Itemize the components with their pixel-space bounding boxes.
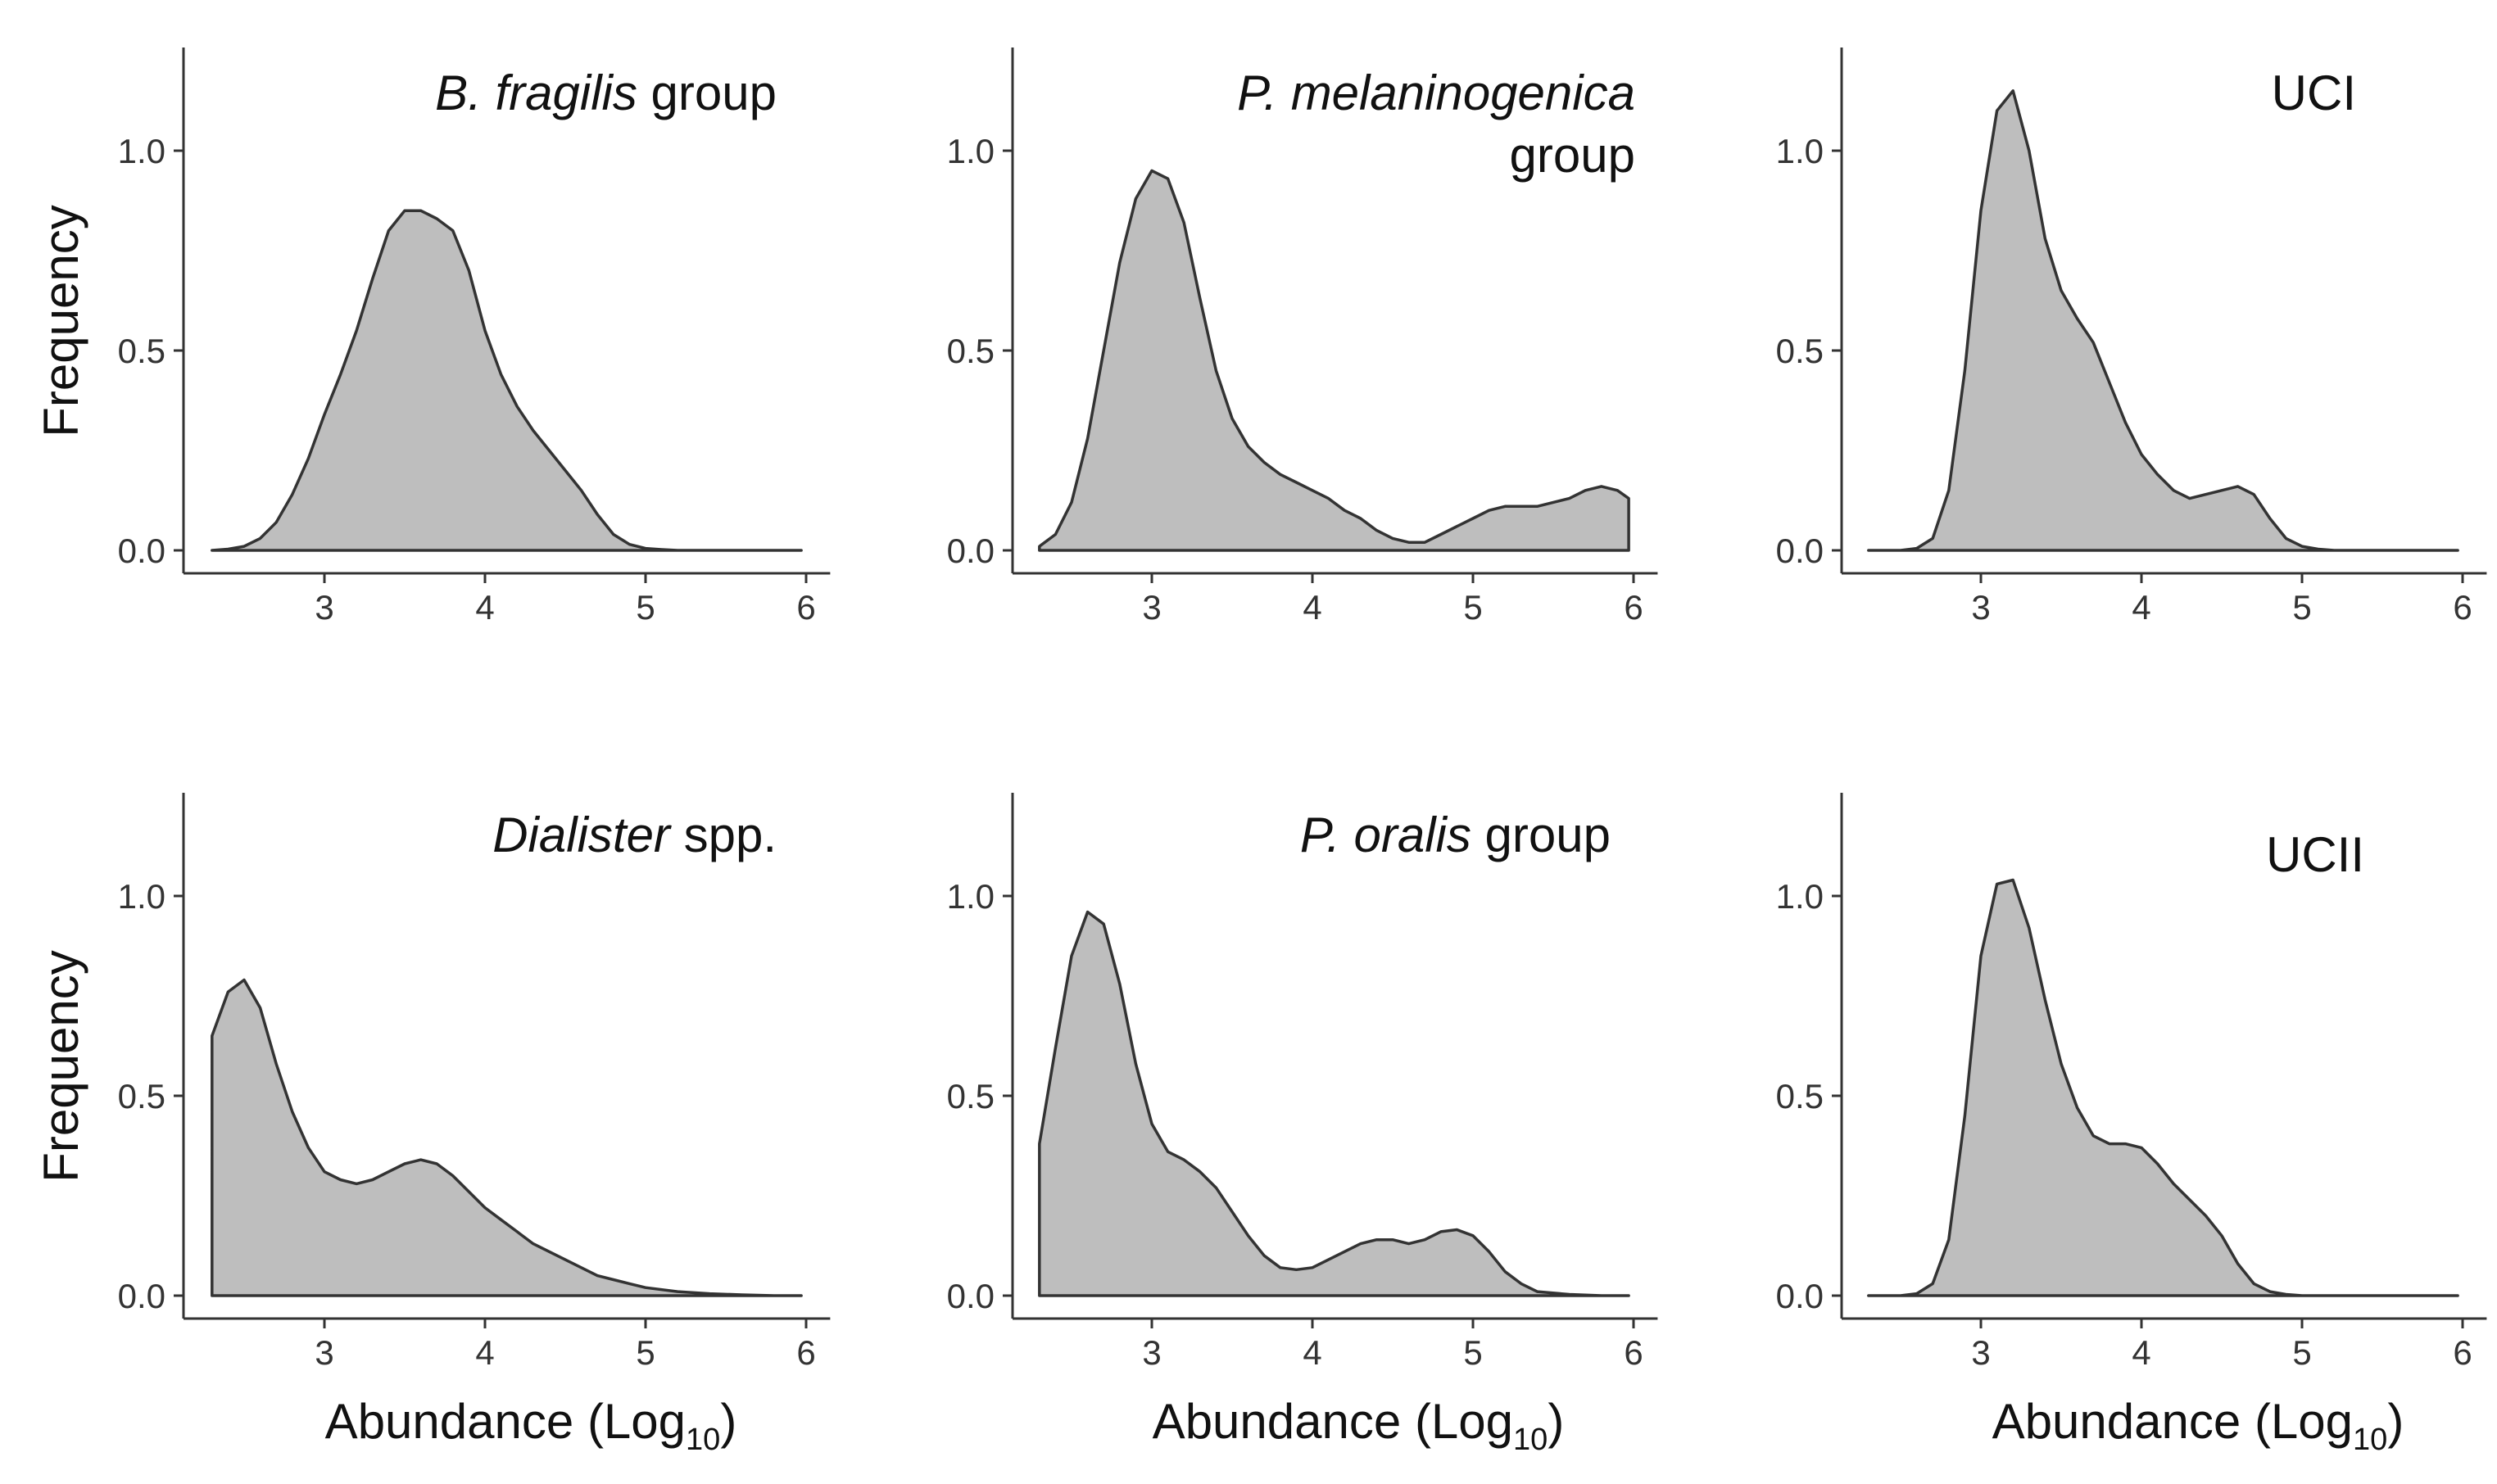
panel-title: B. fragilis group bbox=[435, 66, 777, 120]
y-tick-label: 0.0 bbox=[947, 532, 995, 570]
panels-layer: 0.0 0.5 1.0 3 4 5 6 B. fragilis group 0.0 0.5 1.0 3… bbox=[118, 48, 2487, 1372]
x-tick-label: 5 bbox=[2292, 1333, 2311, 1372]
x-tick-label: 3 bbox=[1142, 588, 1161, 627]
density-panel: 0.0 0.5 1.0 3 4 5 6 P. oralis group bbox=[947, 793, 1658, 1372]
y-tick-label: 1.0 bbox=[1776, 132, 1824, 170]
y-tick-label: 0.5 bbox=[1776, 1077, 1824, 1115]
x-axis-title-main: Abundance (Log bbox=[1992, 1394, 2353, 1449]
x-tick-label: 5 bbox=[2292, 588, 2311, 627]
x-axis-title-close: ) bbox=[1548, 1394, 1564, 1449]
x-tick-label: 6 bbox=[1624, 1333, 1643, 1372]
x-tick-label: 5 bbox=[636, 1333, 655, 1372]
density-panel: 0.0 0.5 1.0 3 4 5 6 UCII bbox=[1776, 793, 2487, 1372]
density-area bbox=[211, 209, 803, 552]
panel-title-part: P. melaninogenica bbox=[1237, 66, 1635, 120]
panel-title-part: UCI bbox=[2272, 66, 2356, 120]
density-area bbox=[1038, 169, 1630, 552]
x-tick-label: 4 bbox=[475, 588, 494, 627]
x-tick-label: 4 bbox=[2132, 588, 2150, 627]
x-tick-label: 6 bbox=[796, 1333, 815, 1372]
y-tick-label: 1.0 bbox=[1776, 877, 1824, 916]
y-tick-label: 0.5 bbox=[118, 332, 165, 370]
x-tick-label: 6 bbox=[1624, 588, 1643, 627]
panel-title-part: group bbox=[1471, 808, 1611, 862]
x-axis-title-main: Abundance (Log bbox=[325, 1394, 686, 1449]
x-axis-title-subscript: 10 bbox=[686, 1423, 720, 1457]
y-tick-label: 0.0 bbox=[1776, 532, 1824, 570]
y-axis-title-bottom: Frequency bbox=[34, 950, 88, 1182]
x-tick-label: 3 bbox=[315, 588, 333, 627]
density-area bbox=[1867, 878, 2459, 1297]
x-tick-label: 4 bbox=[475, 1333, 494, 1372]
panel-title-part: Dialister bbox=[492, 808, 672, 862]
x-axis-title-subscript: 10 bbox=[2353, 1423, 2387, 1457]
x-axis-title-middle: Abundance (Log10) bbox=[1153, 1394, 1565, 1457]
x-tick-label: 6 bbox=[2453, 588, 2472, 627]
panel-title: UCII bbox=[2266, 827, 2364, 882]
x-axis-title-left: Abundance (Log10) bbox=[325, 1394, 737, 1457]
panel-title-part: group bbox=[637, 66, 777, 120]
x-tick-label: 5 bbox=[1463, 588, 1482, 627]
y-tick-label: 0.5 bbox=[1776, 332, 1824, 370]
panel-title: P. oralis group bbox=[1300, 808, 1611, 862]
x-tick-label: 3 bbox=[1971, 588, 1990, 627]
x-tick-label: 5 bbox=[1463, 1333, 1482, 1372]
x-tick-label: 5 bbox=[636, 588, 655, 627]
panel-title: P. melaninogenica group bbox=[1237, 66, 1635, 183]
x-tick-label: 6 bbox=[796, 588, 815, 627]
y-tick-label: 0.0 bbox=[947, 1277, 995, 1315]
density-panel: 0.0 0.5 1.0 3 4 5 6 UCI bbox=[1776, 48, 2487, 627]
panel-title-part: P. oralis bbox=[1300, 808, 1471, 862]
y-tick-label: 0.5 bbox=[947, 332, 995, 370]
x-tick-label: 4 bbox=[1303, 588, 1321, 627]
x-axis-title-main: Abundance (Log bbox=[1153, 1394, 1513, 1449]
y-tick-label: 0.5 bbox=[118, 1077, 165, 1115]
x-axis-title-right: Abundance (Log10) bbox=[1992, 1394, 2404, 1457]
x-axis-title-close: ) bbox=[2387, 1394, 2404, 1449]
density-panel: 0.0 0.5 1.0 3 4 5 6 B. fragilis group bbox=[118, 48, 831, 627]
panel-title-part: UCII bbox=[2266, 827, 2364, 882]
panel-title-part: spp. bbox=[670, 808, 777, 862]
x-tick-label: 3 bbox=[315, 1333, 333, 1372]
density-panel: 0.0 0.5 1.0 3 4 5 6 Dialister spp. bbox=[118, 793, 831, 1372]
x-axis-title-subscript: 10 bbox=[1513, 1423, 1548, 1457]
panel-title-part: B. fragilis bbox=[435, 66, 637, 120]
density-area bbox=[1038, 910, 1630, 1297]
density-panel: 0.0 0.5 1.0 3 4 5 6 P. melaninogenica group bbox=[947, 48, 1658, 627]
x-axis-title-close: ) bbox=[720, 1394, 736, 1449]
y-tick-label: 0.0 bbox=[118, 532, 165, 570]
x-tick-label: 4 bbox=[1303, 1333, 1321, 1372]
x-tick-label: 6 bbox=[2453, 1333, 2472, 1372]
x-tick-label: 3 bbox=[1971, 1333, 1990, 1372]
x-tick-label: 3 bbox=[1142, 1333, 1161, 1372]
y-tick-label: 1.0 bbox=[118, 877, 165, 916]
panel-title: Dialister spp. bbox=[492, 808, 777, 862]
panel-title: UCI bbox=[2272, 66, 2356, 120]
panel-title-part: group bbox=[1510, 128, 1635, 183]
density-area bbox=[1867, 89, 2459, 552]
y-tick-label: 0.0 bbox=[1776, 1277, 1824, 1315]
y-tick-label: 1.0 bbox=[947, 877, 995, 916]
y-tick-label: 0.5 bbox=[947, 1077, 995, 1115]
y-tick-label: 0.0 bbox=[118, 1277, 165, 1315]
y-axis-title-top: Frequency bbox=[34, 205, 88, 437]
x-tick-label: 4 bbox=[2132, 1333, 2150, 1372]
y-tick-label: 1.0 bbox=[118, 132, 165, 170]
density-area bbox=[211, 978, 803, 1297]
y-tick-label: 1.0 bbox=[947, 132, 995, 170]
